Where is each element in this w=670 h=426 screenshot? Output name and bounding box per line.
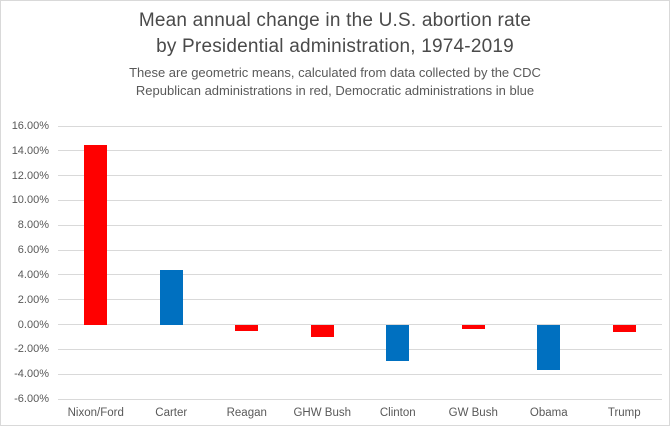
bar-obama: [537, 324, 561, 371]
bar-trump: [612, 324, 636, 332]
gridline: [58, 125, 662, 127]
x-axis-tick-label: Obama: [529, 407, 568, 419]
gridline: [58, 398, 662, 400]
gridline: [58, 199, 662, 201]
bar-gw-bush: [461, 324, 485, 330]
x-axis-tick-label: Reagan: [226, 407, 267, 419]
y-axis-tick-label: 8.00%: [17, 219, 49, 232]
x-axis-tick-label: Nixon/Ford: [67, 407, 124, 419]
gridline: [58, 348, 662, 350]
x-axis-tick-label: GW Bush: [448, 407, 498, 419]
y-axis-tick-label: 4.00%: [17, 268, 49, 281]
y-axis-tick-label: 16.00%: [11, 120, 49, 132]
y-axis-tick-label: -6.00%: [14, 393, 49, 405]
bar-carter: [159, 269, 183, 325]
chart-title-line-1: Mean annual change in the U.S. abortion …: [138, 10, 532, 31]
x-axis-tick-label: Carter: [155, 407, 188, 419]
gridline: [58, 175, 662, 177]
y-axis-tick-label: 12.00%: [11, 169, 49, 182]
gridline: [58, 249, 662, 251]
chart-subtitle-line-1: These are geometric means, calculated fr…: [129, 65, 541, 80]
chart-title-line-2: by Presidential administration, 1974-201…: [156, 36, 514, 57]
bar-clinton: [386, 324, 410, 361]
chart-subtitle-line-2: Republican administrations in red, Democ…: [135, 83, 535, 98]
y-axis-tick-label: -4.00%: [14, 368, 49, 381]
gridline: [58, 274, 662, 276]
gridline: [58, 299, 662, 301]
x-axis-tick-label: GHW Bush: [293, 407, 351, 419]
x-axis-tick-label: Clinton: [379, 407, 416, 419]
gridline: [58, 150, 662, 152]
bar-ghw-bush: [310, 324, 334, 337]
y-axis-tick-label: 14.00%: [11, 144, 49, 157]
bar-nixon-ford: [84, 144, 108, 325]
gridline: [58, 373, 662, 375]
x-axis-tick-label: Trump: [607, 407, 641, 419]
y-axis-tick-label: 6.00%: [17, 244, 49, 257]
y-axis-tick-label: 0.00%: [17, 318, 49, 331]
y-axis-tick-label: -2.00%: [14, 343, 49, 356]
y-axis-tick-label: 2.00%: [17, 293, 49, 306]
bar-reagan: [235, 324, 259, 331]
y-axis-tick-label: 10.00%: [11, 194, 49, 207]
gridline: [58, 224, 662, 226]
gridline: [58, 324, 662, 326]
